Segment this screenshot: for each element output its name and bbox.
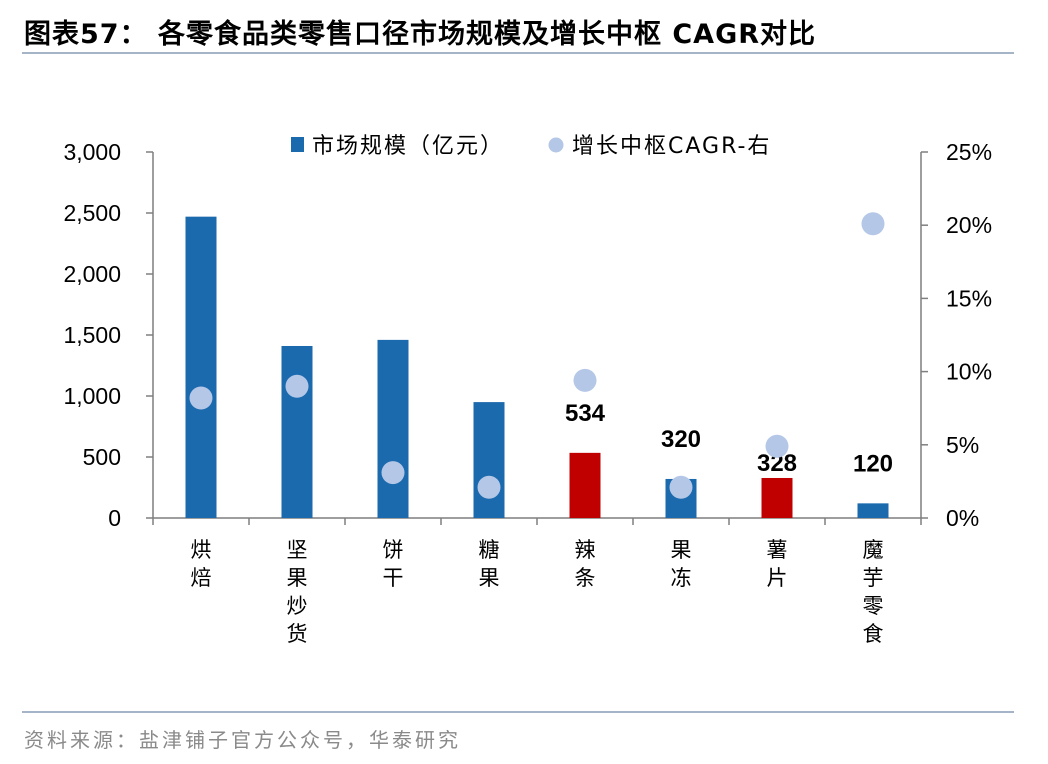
category-label: 辣条 — [575, 538, 596, 590]
cagr-point-3 — [381, 461, 405, 485]
cagr-point-6 — [669, 475, 693, 499]
chart-title: 图表57： 各零食品类零售口径市场规模及增长中枢 CAGR对比 — [24, 19, 817, 50]
bar-data-label: 120 — [853, 450, 893, 477]
cagr-point-5 — [573, 368, 597, 392]
right-y-tick-label: 15% — [946, 285, 992, 311]
category-label: 魔芋零食 — [863, 538, 884, 646]
bar-7 — [761, 477, 793, 518]
cagr-point-8 — [861, 212, 885, 236]
legend-dot-swatch — [548, 137, 564, 153]
legend-label-cagr: 增长中枢CAGR-右 — [572, 134, 771, 159]
bar-4 — [473, 402, 505, 518]
left-y-tick-label: 500 — [83, 444, 121, 470]
bar-3 — [377, 339, 409, 518]
left-y-tick-label: 2,000 — [63, 261, 121, 287]
cagr-point-2 — [285, 374, 309, 398]
right-y-tick-label: 10% — [946, 359, 992, 385]
cagr-point-4 — [477, 475, 501, 499]
category-label: 饼干 — [383, 538, 404, 590]
category-label: 糖果 — [479, 538, 500, 590]
title-divider — [22, 52, 1014, 54]
right-y-tick-label: 0% — [946, 505, 979, 531]
cagr-point-7 — [765, 434, 789, 458]
bar-2 — [281, 345, 313, 518]
left-y-tick-label: 0 — [108, 505, 121, 531]
cagr-point-1 — [189, 386, 213, 410]
source-divider — [22, 711, 1014, 713]
left-y-tick-label: 2,500 — [63, 200, 121, 226]
right-y-tick-label: 25% — [946, 139, 992, 165]
category-label: 果冻 — [671, 538, 692, 590]
source-note: 资料来源：盐津铺子官方公众号，华泰研究 — [24, 728, 461, 752]
left-y-tick-label: 1,000 — [63, 383, 121, 409]
legend-bar-swatch — [291, 137, 304, 152]
bar-data-label: 534 — [565, 400, 606, 427]
category-label: 烘焙 — [191, 538, 212, 590]
category-label: 薯片 — [767, 538, 788, 590]
right-y-tick-label: 20% — [946, 212, 992, 238]
left-y-tick-label: 3,000 — [63, 139, 121, 165]
left-y-tick-label: 1,500 — [63, 322, 121, 348]
legend-label-market-size: 市场规模（亿元） — [312, 134, 504, 159]
bar-8 — [857, 503, 889, 518]
bar-5 — [569, 452, 601, 518]
category-label: 坚果炒货 — [287, 538, 308, 646]
right-y-tick-label: 5% — [946, 432, 979, 458]
bar-1 — [185, 216, 217, 518]
bar-data-label: 320 — [661, 426, 701, 453]
